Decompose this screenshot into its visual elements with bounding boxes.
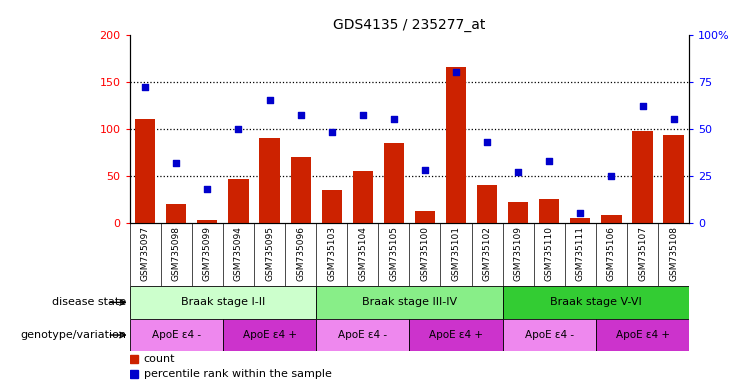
Bar [135,119,156,223]
Text: Braak stage III-IV: Braak stage III-IV [362,297,457,308]
Point [264,98,276,104]
Point [419,167,431,173]
Point [233,126,245,132]
Text: count: count [144,354,175,364]
Bar [384,143,404,223]
Text: GSM735109: GSM735109 [514,226,522,281]
Title: GDS4135 / 235277_at: GDS4135 / 235277_at [333,18,485,32]
Bar [197,220,217,223]
Point [170,159,182,166]
Point [637,103,648,109]
Bar [316,319,409,351]
Point [326,129,338,136]
Bar [130,286,316,319]
Text: ApoE ε4 -: ApoE ε4 - [338,330,388,340]
Text: GSM735110: GSM735110 [545,226,554,281]
Text: GSM735103: GSM735103 [328,226,336,281]
Text: Braak stage V-VI: Braak stage V-VI [550,297,642,308]
Text: GSM735095: GSM735095 [265,226,274,281]
Point [139,84,151,90]
Text: GSM735098: GSM735098 [172,226,181,281]
Text: GSM735105: GSM735105 [389,226,399,281]
Bar [502,286,689,319]
Text: GSM735111: GSM735111 [576,226,585,281]
Text: Braak stage I-II: Braak stage I-II [181,297,265,308]
Text: ApoE ε4 +: ApoE ε4 + [429,330,483,340]
Point [574,210,586,217]
Bar [477,185,497,223]
Point [357,113,369,119]
Point [450,69,462,75]
Bar [596,319,689,351]
Text: GSM735101: GSM735101 [451,226,460,281]
Point [543,157,555,164]
Bar [316,286,502,319]
Bar [446,68,466,223]
Text: GSM735099: GSM735099 [203,226,212,281]
Text: GSM735094: GSM735094 [234,226,243,281]
Bar [130,319,223,351]
Point [668,116,679,122]
Bar [290,157,310,223]
Bar [409,319,502,351]
Text: ApoE ε4 +: ApoE ε4 + [616,330,670,340]
Bar [228,179,248,223]
Bar [508,202,528,223]
Text: GSM735106: GSM735106 [607,226,616,281]
Text: ApoE ε4 -: ApoE ε4 - [152,330,201,340]
Bar [353,171,373,223]
Point [481,139,493,145]
Text: GSM735107: GSM735107 [638,226,647,281]
Text: GSM735104: GSM735104 [359,226,368,281]
Bar [322,190,342,223]
Point [295,113,307,119]
Point [202,186,213,192]
Bar [166,204,187,223]
Bar [223,319,316,351]
Bar [602,215,622,223]
Bar [663,135,684,223]
Point [388,116,400,122]
Text: ApoE ε4 +: ApoE ε4 + [242,330,296,340]
Text: GSM735096: GSM735096 [296,226,305,281]
Text: GSM735100: GSM735100 [420,226,430,281]
Text: genotype/variation: genotype/variation [20,330,126,340]
Text: percentile rank within the sample: percentile rank within the sample [144,369,331,379]
Text: GSM735097: GSM735097 [141,226,150,281]
Bar [539,199,559,223]
Bar [632,131,653,223]
Point [512,169,524,175]
Bar [259,138,279,223]
Text: ApoE ε4 -: ApoE ε4 - [525,330,574,340]
Bar [502,319,596,351]
Bar [415,212,435,223]
Point [605,173,617,179]
Text: disease state: disease state [52,297,126,308]
Bar [571,218,591,223]
Text: GSM735102: GSM735102 [482,226,491,281]
Text: GSM735108: GSM735108 [669,226,678,281]
